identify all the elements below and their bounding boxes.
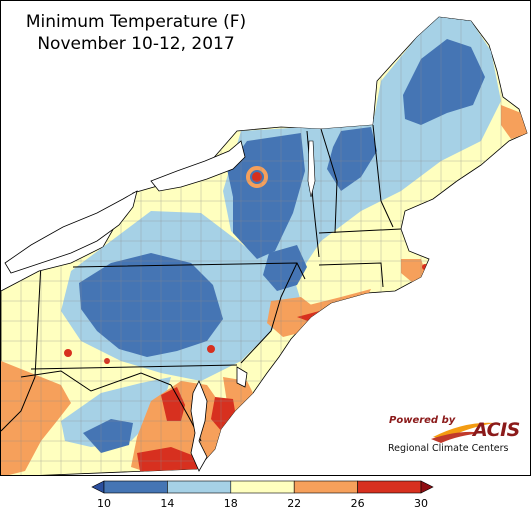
zone-14-18-south bbox=[61, 377, 171, 447]
zone-22-26-maine-coast bbox=[501, 105, 527, 139]
border-pa-md bbox=[30, 364, 238, 370]
zone-22-26-capecod bbox=[401, 259, 427, 283]
zone-10-14-newhampshire bbox=[327, 127, 377, 191]
acis-swoosh-icon bbox=[431, 422, 495, 443]
legend-tick-label: 22 bbox=[287, 497, 302, 510]
legend-tick-label: 30 bbox=[414, 497, 428, 510]
legend-bin-18-22 bbox=[230, 480, 295, 494]
logo-brand: ACIS bbox=[473, 419, 520, 441]
logo-powered-by: Powered by bbox=[389, 415, 456, 426]
border-nh-me bbox=[372, 124, 394, 228]
legend-tick-label: 18 bbox=[223, 497, 238, 510]
color-legend: 10 14 18 22 26 30 bbox=[90, 479, 435, 510]
hotspot-pittsburgh bbox=[64, 349, 72, 357]
lake-champlain bbox=[307, 140, 316, 198]
logo-subtitle: Regional Climate Centers bbox=[388, 443, 509, 454]
lake-ontario bbox=[150, 140, 246, 192]
lake-erie bbox=[4, 190, 138, 274]
legend-bin-14-18 bbox=[167, 480, 232, 494]
legend-arrow-below bbox=[91, 480, 105, 494]
border-pa-nj bbox=[240, 262, 298, 364]
temperature-map bbox=[1, 16, 528, 475]
hotspot-syracuse-ring bbox=[246, 166, 268, 188]
legend-tick-label: 10 bbox=[97, 497, 111, 510]
zone-22-26-southwest bbox=[1, 361, 71, 475]
map-date-range: November 10-12, 2017 bbox=[37, 34, 235, 54]
zone-10-14-adirondack bbox=[227, 133, 305, 259]
legend-tick-label: 26 bbox=[350, 497, 365, 510]
border-ma-north bbox=[318, 228, 402, 234]
border-vt-nh bbox=[320, 128, 338, 234]
legend-arrow-above bbox=[420, 480, 434, 494]
zone-10-14-catskills bbox=[263, 245, 307, 291]
map-title: Minimum Temperature (F) bbox=[25, 12, 247, 32]
legend-bin-10-14 bbox=[103, 480, 168, 494]
border-oh-pa bbox=[34, 262, 42, 378]
zone-10-14-maine bbox=[403, 39, 485, 125]
zone-10-14-pennsylvania bbox=[79, 253, 223, 357]
border-oh-wv bbox=[1, 376, 36, 432]
map-frame: Minimum Temperature (F) November 10-12, … bbox=[0, 0, 531, 476]
legend-bar bbox=[91, 480, 434, 494]
legend-bin-26-30 bbox=[357, 480, 422, 494]
border-wv-va bbox=[20, 370, 172, 392]
zone-10-14-wv bbox=[83, 419, 133, 453]
acis-logo: Powered by ACIS Regional Climate Centers bbox=[385, 413, 520, 459]
hotspot-syracuse bbox=[252, 172, 262, 182]
chesapeake-bay bbox=[190, 380, 208, 472]
hotspot-harrisburg bbox=[207, 345, 215, 353]
legend-tick-label: 14 bbox=[160, 497, 175, 510]
border-ct-ri bbox=[318, 262, 384, 288]
delaware-bay bbox=[236, 366, 248, 388]
hotspot-boston bbox=[422, 264, 428, 270]
zone-26-30-chesapeake bbox=[161, 387, 185, 421]
legend-bin-22-26 bbox=[293, 480, 358, 494]
